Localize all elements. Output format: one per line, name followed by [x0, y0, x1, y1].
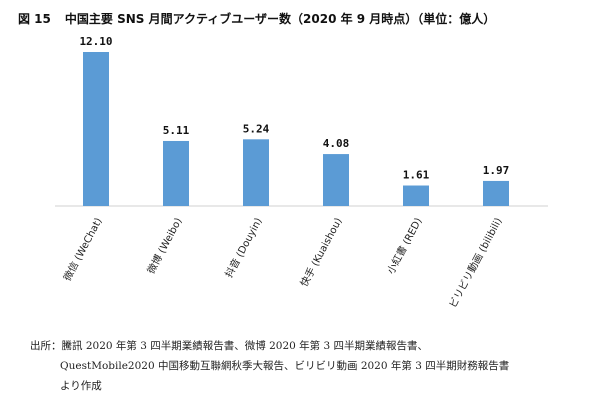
value-label-4: 4.08 [323, 137, 350, 150]
figure-title-text: 中国主要 SNS 月間アクティブユーザー数（2020 年 9 月時点）（単位：億… [64, 12, 496, 26]
bar-5 [403, 185, 429, 206]
bar-2 [163, 140, 189, 206]
category-label-6: ビリビリ動画 (bilibili) [446, 215, 505, 310]
category-label-2: 微博 (Weibo) [144, 215, 184, 276]
bar-3 [243, 139, 269, 206]
bars-group [83, 52, 509, 206]
category-label-5: 小紅書 (RED) [384, 215, 425, 276]
category-label-3: 抖音 (Douyin) [222, 215, 265, 280]
category-label-1: 微信 (WeChat) [60, 215, 104, 283]
bar-1 [83, 52, 109, 206]
figure-number: 図 15 [18, 12, 51, 26]
value-label-6: 1.97 [483, 164, 510, 177]
bar-4 [323, 154, 349, 206]
value-label-3: 5.24 [243, 122, 270, 135]
value-label-2: 5.11 [163, 124, 190, 137]
value-label-5: 1.61 [403, 169, 430, 182]
bar-chart: 12.10 5.11 5.24 4.08 1.61 1.97 微信 (WeChat) 微博 … [55, 35, 548, 310]
figure-title: 図 15 中国主要 SNS 月間アクティブユーザー数（2020 年 9 月時点）（… [18, 10, 495, 27]
source-line-2: QuestMobile2020 中国移動互聯網秋季大報告、ビリビリ動画 2020… [60, 360, 510, 372]
source-line-3: より作成 [60, 380, 102, 392]
bar-6 [483, 180, 509, 206]
value-label-1: 12.10 [79, 35, 112, 48]
value-labels-group: 12.10 5.11 5.24 4.08 1.61 1.97 [79, 35, 509, 182]
category-label-4: 快手 (Kuaishou) [297, 215, 344, 289]
category-labels-group: 微信 (WeChat) 微博 (Weibo) 抖音 (Douyin) 快手 (Kuai… [60, 215, 504, 310]
source-note: 出所：騰訊 2020 年第 3 四半期業績報告書、微博 2020 年第 3 四半… [30, 336, 509, 396]
source-line-1: 出所：騰訊 2020 年第 3 四半期業績報告書、微博 2020 年第 3 四半… [30, 340, 429, 352]
